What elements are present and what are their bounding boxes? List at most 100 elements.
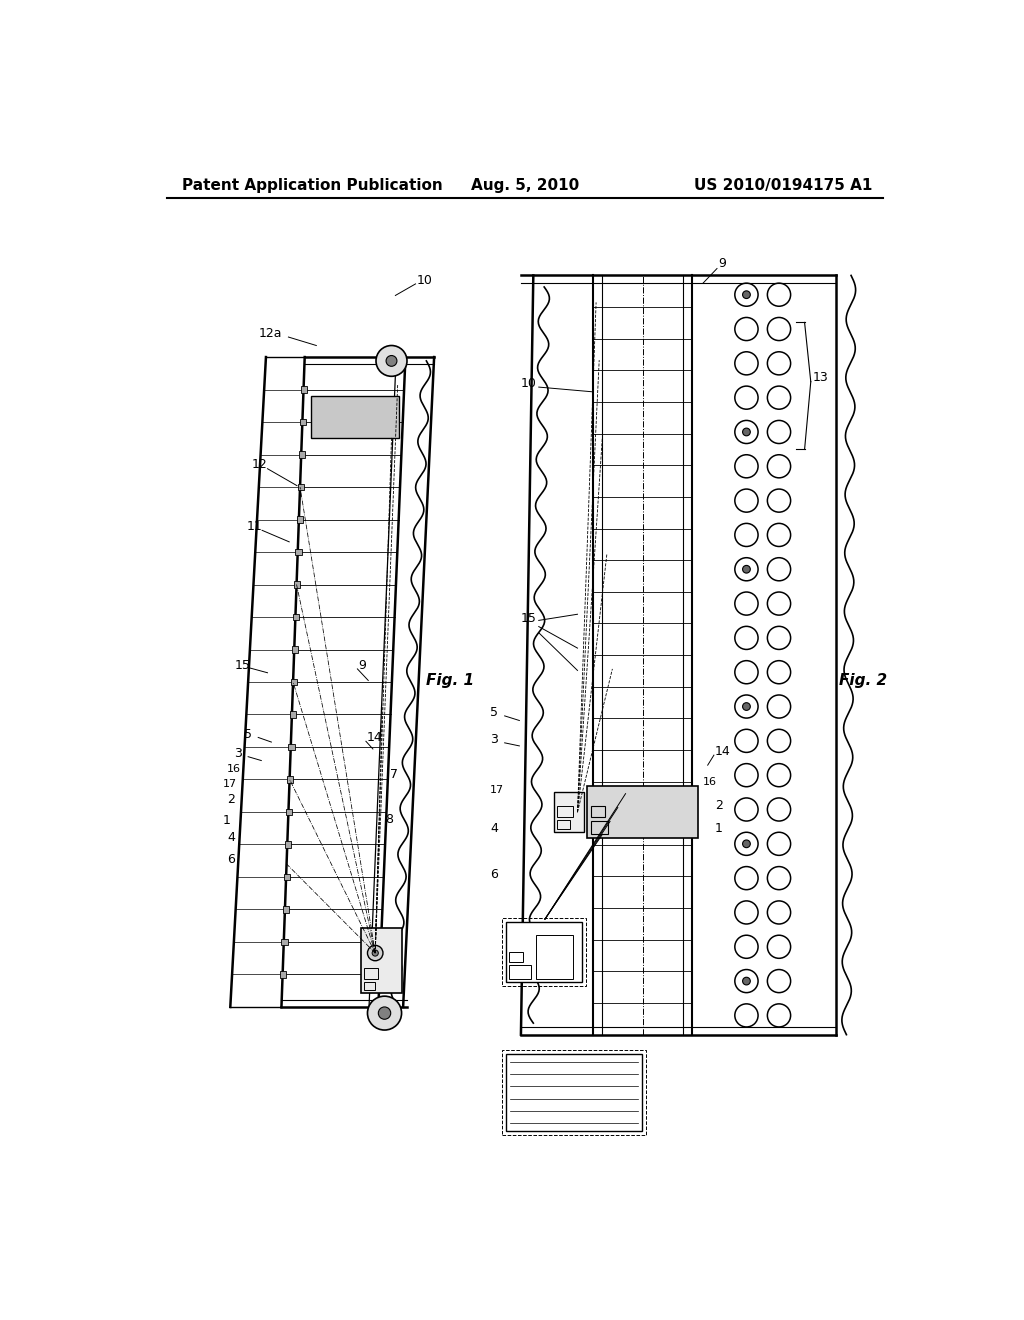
Text: US 2010/0194175 A1: US 2010/0194175 A1 [693, 178, 872, 193]
Circle shape [767, 936, 791, 958]
Circle shape [735, 1003, 758, 1027]
Circle shape [735, 763, 758, 787]
Circle shape [767, 902, 791, 924]
Text: Patent Application Publication: Patent Application Publication [182, 178, 443, 193]
Circle shape [368, 945, 383, 961]
Circle shape [735, 694, 758, 718]
Text: 17: 17 [489, 785, 504, 795]
Circle shape [767, 524, 791, 546]
Text: 5: 5 [245, 727, 252, 741]
Text: 9: 9 [719, 257, 726, 271]
Bar [365, 982, 375, 990]
Circle shape [767, 866, 791, 890]
Bar [298, 484, 304, 490]
Text: 3: 3 [489, 733, 498, 746]
Circle shape [735, 524, 758, 546]
Bar [294, 581, 300, 587]
Text: 5: 5 [489, 706, 498, 719]
Bar [286, 809, 292, 814]
Bar [557, 807, 572, 817]
Text: 8: 8 [385, 813, 393, 825]
Text: 16: 16 [227, 764, 242, 774]
Bar [361, 928, 401, 993]
Text: 10: 10 [521, 376, 537, 389]
Text: Fig. 1: Fig. 1 [426, 673, 474, 688]
Bar [300, 418, 306, 425]
Bar [509, 965, 531, 979]
Circle shape [767, 420, 791, 444]
Text: 6: 6 [489, 869, 498, 880]
Bar [301, 387, 307, 392]
Circle shape [767, 352, 791, 375]
Text: 11: 11 [247, 520, 262, 533]
Text: 1: 1 [222, 814, 230, 828]
Text: 4: 4 [489, 822, 498, 834]
Bar [506, 1053, 642, 1131]
Bar [282, 939, 288, 945]
Text: 13: 13 [812, 371, 828, 384]
Circle shape [767, 455, 791, 478]
Bar [536, 935, 572, 979]
Text: 15: 15 [521, 612, 537, 626]
Circle shape [376, 346, 407, 376]
Circle shape [735, 627, 758, 649]
Circle shape [767, 387, 791, 409]
Circle shape [767, 593, 791, 615]
Text: 14: 14 [367, 731, 382, 744]
Text: 12a: 12a [258, 327, 282, 341]
Circle shape [735, 730, 758, 752]
Bar [591, 807, 604, 817]
Circle shape [735, 833, 758, 855]
Circle shape [735, 420, 758, 444]
Circle shape [742, 702, 751, 710]
Circle shape [735, 902, 758, 924]
Circle shape [767, 490, 791, 512]
Circle shape [372, 950, 378, 956]
Bar [283, 907, 289, 912]
Text: 7: 7 [390, 768, 398, 781]
Circle shape [767, 284, 791, 306]
Circle shape [378, 1007, 391, 1019]
Bar [284, 874, 290, 880]
Text: 6: 6 [227, 853, 236, 866]
Circle shape [742, 977, 751, 985]
Bar [299, 451, 305, 458]
Text: 9: 9 [358, 659, 366, 672]
Text: 15: 15 [234, 659, 251, 672]
Text: 17: 17 [222, 779, 237, 789]
Circle shape [735, 387, 758, 409]
Circle shape [767, 730, 791, 752]
Bar [291, 678, 297, 685]
Circle shape [735, 661, 758, 684]
Text: 2: 2 [227, 793, 236, 807]
Text: 4: 4 [227, 832, 236, 843]
Text: 2: 2 [715, 799, 723, 812]
Circle shape [735, 969, 758, 993]
Bar [288, 776, 294, 783]
Bar [503, 919, 586, 986]
Bar [365, 969, 378, 979]
Text: Fig. 2: Fig. 2 [840, 673, 888, 688]
Bar [557, 820, 569, 829]
Bar [295, 549, 302, 556]
Bar [506, 923, 583, 982]
Bar [285, 841, 291, 847]
Bar [509, 952, 523, 962]
Circle shape [767, 627, 791, 649]
Circle shape [767, 318, 791, 341]
Text: Aug. 5, 2010: Aug. 5, 2010 [471, 178, 579, 193]
Bar [554, 792, 584, 832]
Circle shape [742, 840, 751, 847]
Bar [281, 972, 287, 978]
Circle shape [386, 355, 397, 367]
Text: 12: 12 [252, 458, 267, 471]
Circle shape [767, 763, 791, 787]
Bar [292, 647, 298, 652]
Text: 3: 3 [234, 747, 242, 760]
Circle shape [368, 997, 401, 1030]
Circle shape [735, 936, 758, 958]
Bar [297, 516, 303, 523]
Circle shape [735, 490, 758, 512]
Text: 1: 1 [715, 822, 723, 834]
Circle shape [735, 557, 758, 581]
